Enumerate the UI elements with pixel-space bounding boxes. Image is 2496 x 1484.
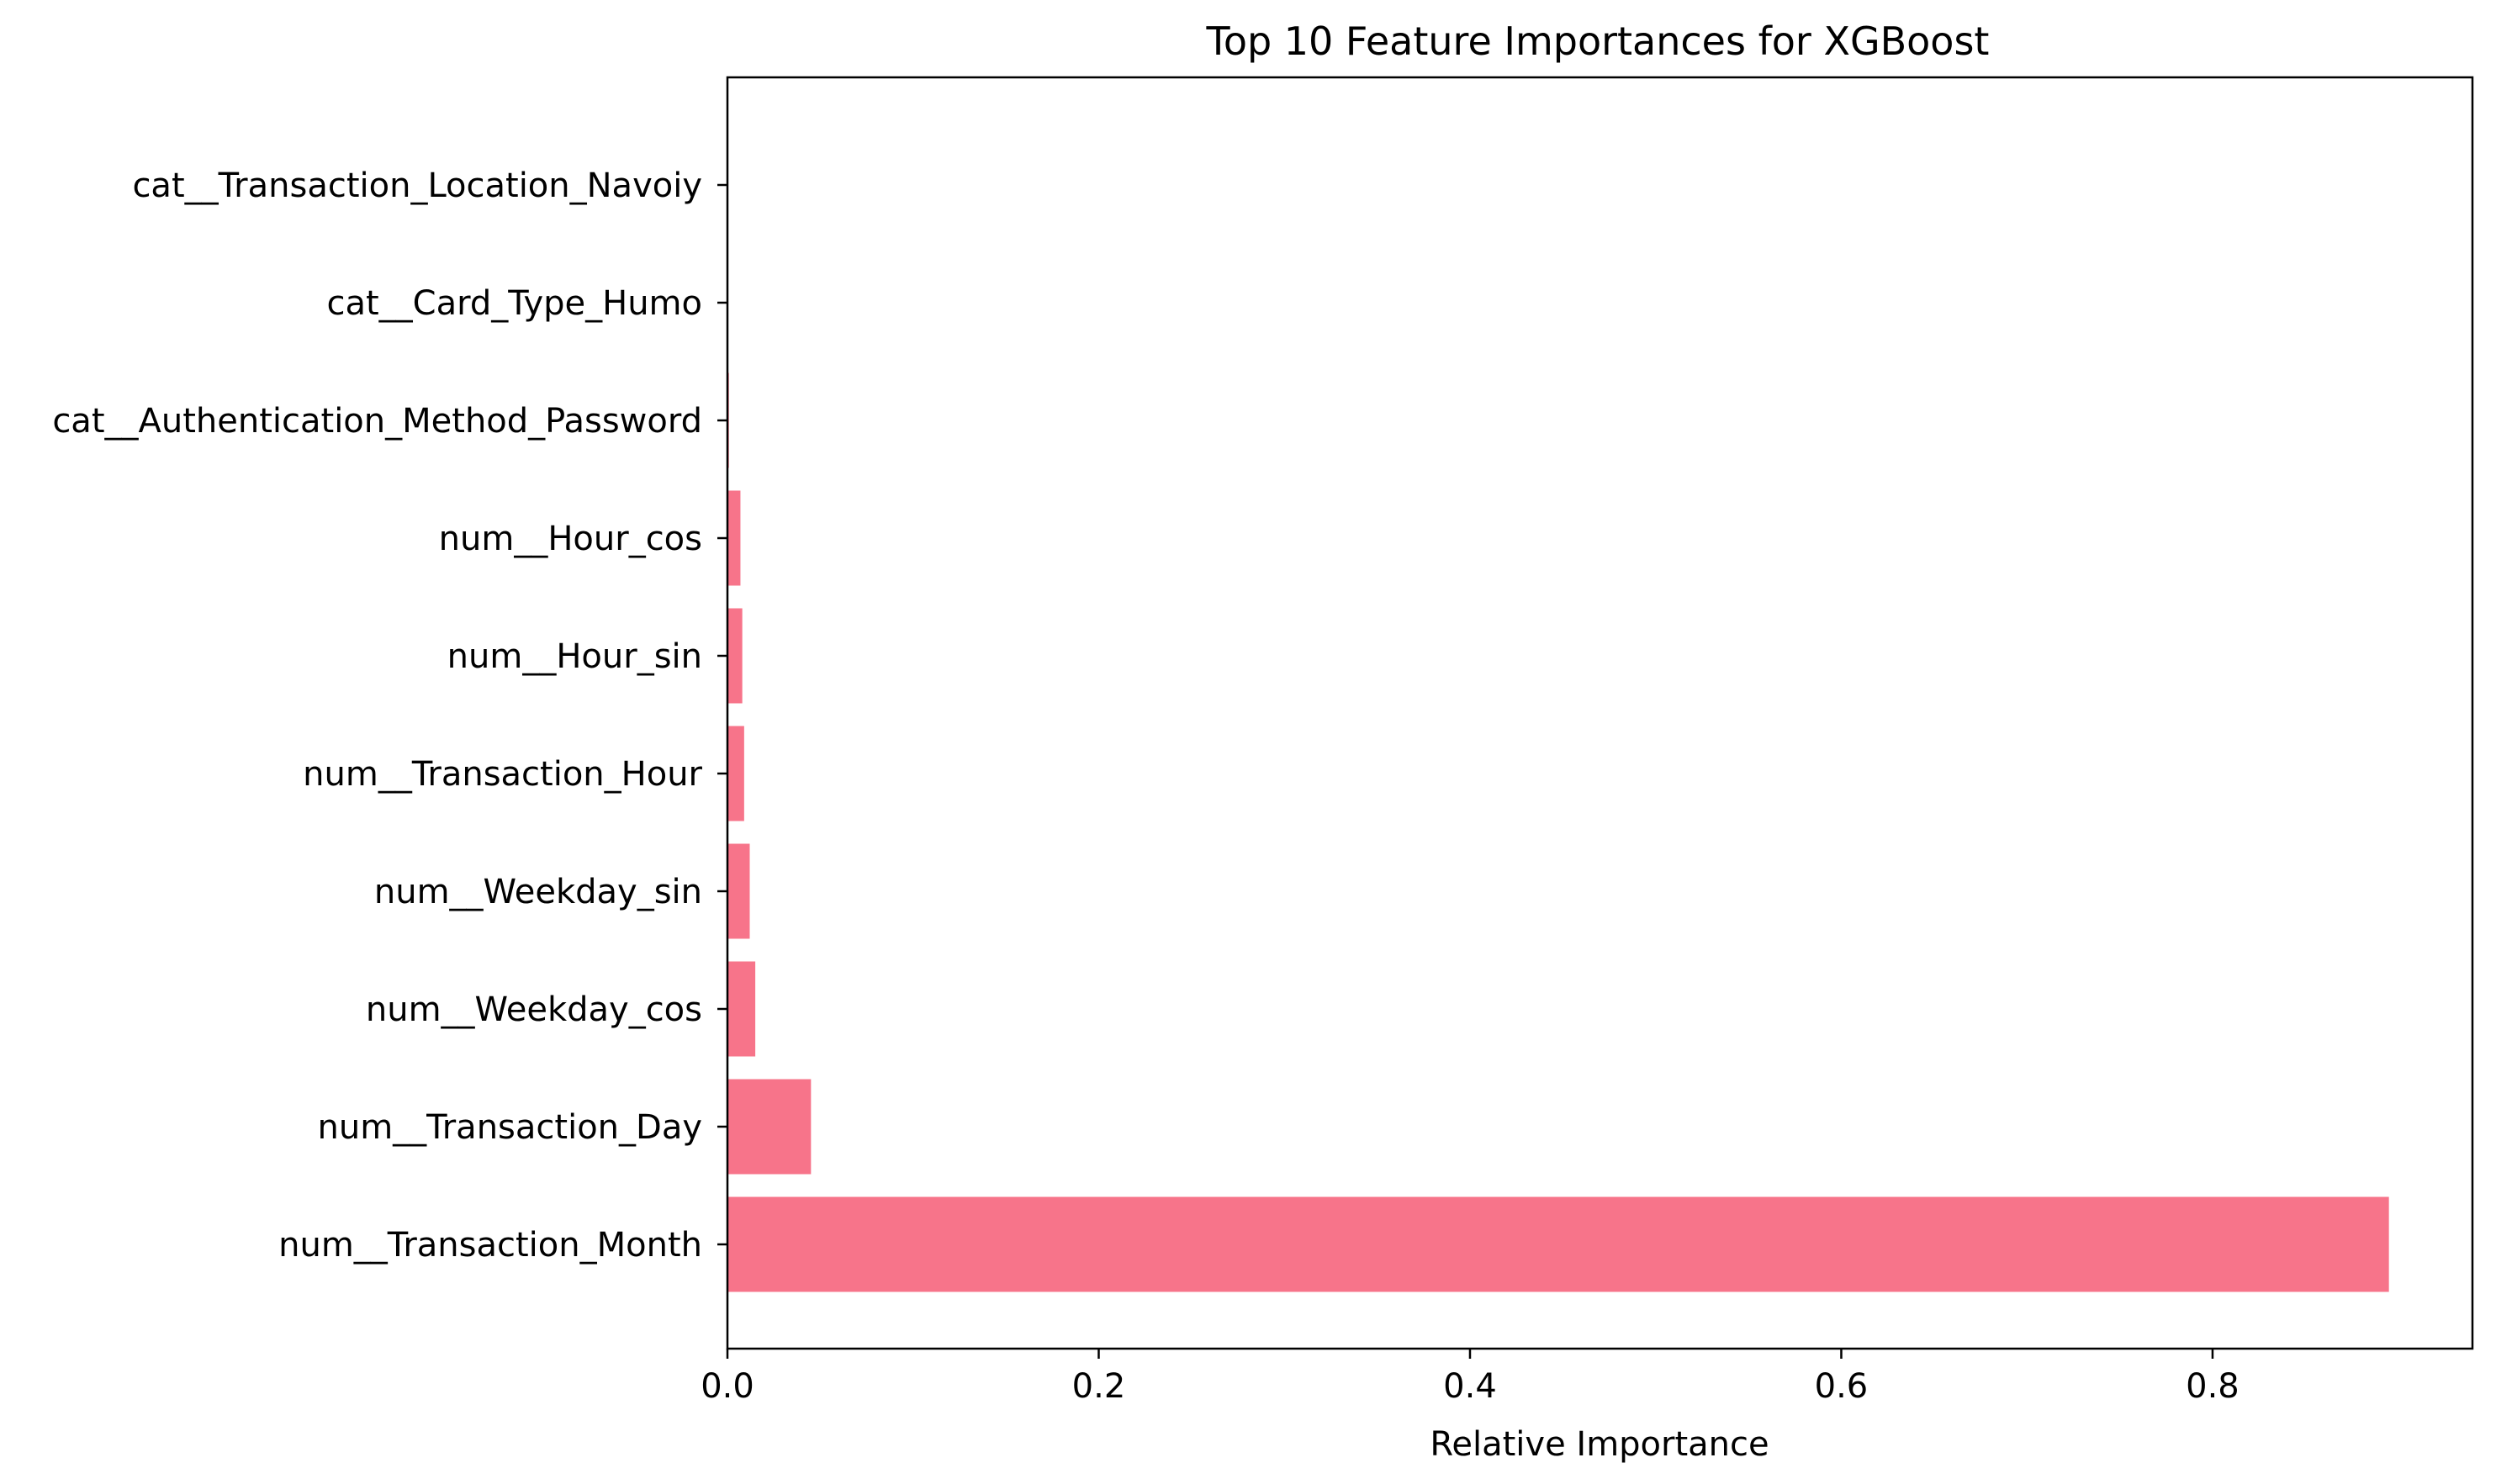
bar-num__Transaction_Hour bbox=[727, 726, 744, 821]
y-tick-label: num__Weekday_cos bbox=[366, 990, 702, 1029]
y-tick-label: num__Hour_cos bbox=[439, 520, 702, 558]
y-axis-ticks: num__Transaction_Month num__Transaction_D… bbox=[52, 166, 727, 1265]
y-tick-label: cat__Transaction_Location_Navoiy bbox=[132, 166, 702, 205]
x-axis-label: Relative Importance bbox=[1430, 1425, 1769, 1464]
bars-group bbox=[727, 137, 2389, 1292]
y-tick-label: num__Transaction_Hour bbox=[303, 755, 702, 794]
x-axis-ticks: 0.0 0.2 0.4 0.6 0.8 bbox=[701, 1349, 2240, 1406]
bar-num__Transaction_Month bbox=[727, 1196, 2389, 1292]
x-tick-label: 0.8 bbox=[2186, 1367, 2240, 1406]
bar-num__Hour_cos bbox=[727, 490, 741, 586]
bar-num__Hour_sin bbox=[727, 608, 743, 704]
x-tick-label: 0.2 bbox=[1072, 1367, 1126, 1406]
y-tick-label: num__Weekday_sin bbox=[374, 873, 702, 911]
bar-num__Weekday_cos bbox=[727, 961, 756, 1057]
chart-title: Top 10 Feature Importances for XGBoost bbox=[1206, 18, 1990, 64]
y-tick-label: cat__Card_Type_Humo bbox=[326, 284, 702, 323]
y-tick-label: num__Transaction_Day bbox=[318, 1108, 702, 1147]
y-tick-label: cat__Authentication_Method_Password bbox=[52, 402, 702, 441]
y-tick-label: num__Hour_sin bbox=[447, 637, 702, 676]
x-tick-label: 0.0 bbox=[701, 1367, 754, 1406]
bar-num__Transaction_Day bbox=[727, 1079, 812, 1175]
plot-frame bbox=[726, 76, 2474, 1350]
x-tick-label: 0.6 bbox=[1815, 1367, 1869, 1406]
bar-num__Weekday_sin bbox=[727, 843, 750, 939]
x-tick-label: 0.4 bbox=[1443, 1367, 1497, 1406]
y-tick-label: num__Transaction_Month bbox=[278, 1226, 702, 1265]
